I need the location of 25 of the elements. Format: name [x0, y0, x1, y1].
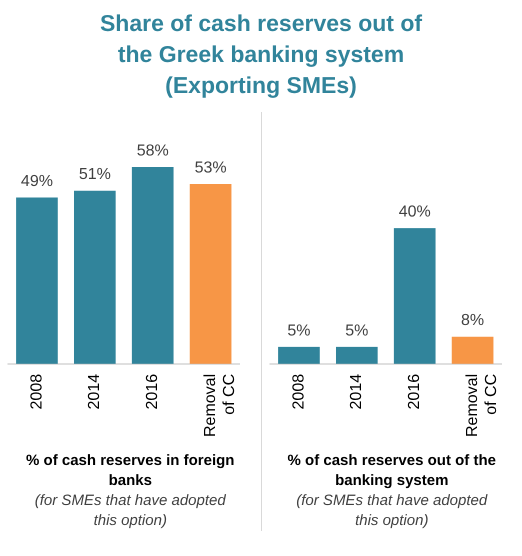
data-label: 51% — [78, 166, 111, 184]
data-label: 53% — [194, 159, 227, 176]
data-label: 49% — [20, 172, 53, 190]
text: (for SMEs that have adopted this option) — [34, 491, 227, 531]
x-tick-label: 2016 — [406, 374, 423, 410]
x-tick-label: 2016 — [144, 374, 162, 410]
text: (for SMEs that have adopted this option) — [295, 491, 488, 531]
x-tick-label: 2014 — [86, 374, 104, 410]
bar — [132, 167, 174, 364]
bar — [74, 190, 116, 364]
data-label: 8% — [460, 312, 484, 330]
x-tick-label: Removal of CC — [464, 374, 500, 438]
data-label: 5% — [344, 322, 368, 340]
chart-title: Share of cash reserves out of the Greek banking system (Exporting SMEs) — [98, 9, 424, 100]
bar — [190, 184, 232, 364]
bar — [16, 198, 58, 364]
data-label: 5% — [286, 322, 310, 340]
x-tick-label: Removal of CC — [202, 374, 238, 438]
data-label: 58% — [136, 142, 169, 160]
x-axis-title: % of cash reserves out of the banking system — [286, 451, 497, 491]
x-tick-label: 2014 — [348, 374, 365, 410]
x-tick-label: 2008 — [290, 374, 307, 410]
x-tick-label: 2008 — [28, 374, 46, 410]
data-label: 40% — [398, 204, 430, 221]
x-axis-title: % of cash reserves in foreign banks — [25, 451, 236, 491]
